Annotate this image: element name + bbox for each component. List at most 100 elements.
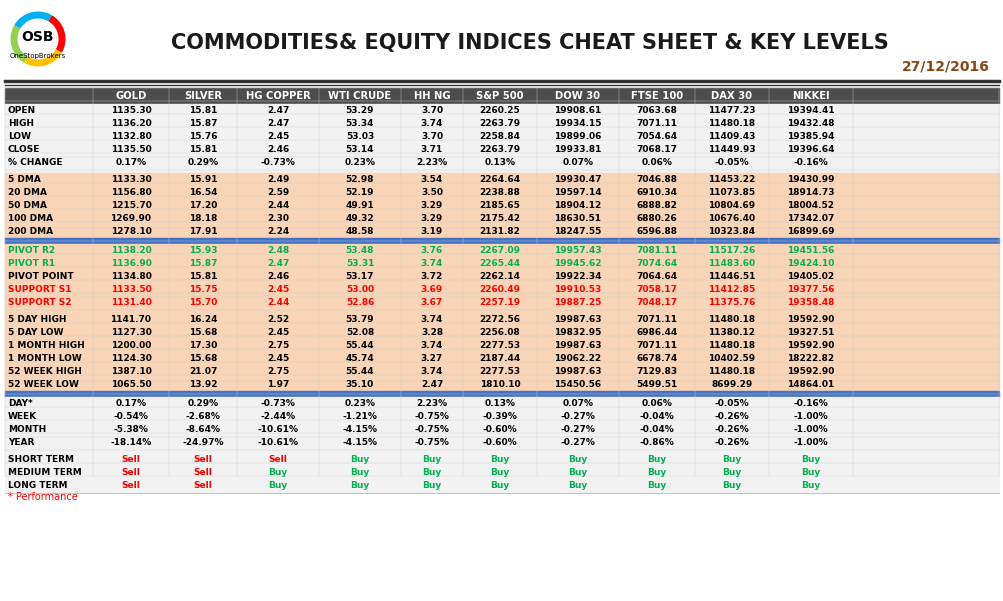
Text: 18247.55: 18247.55 <box>554 227 601 236</box>
Text: 3.72: 3.72 <box>420 272 442 281</box>
Text: 11453.22: 11453.22 <box>708 175 755 184</box>
Text: WTI CRUDE: WTI CRUDE <box>328 91 391 101</box>
Text: 17.20: 17.20 <box>189 201 217 210</box>
Text: Buy: Buy <box>568 481 587 490</box>
Text: -8.64%: -8.64% <box>186 425 221 434</box>
Text: 11380.12: 11380.12 <box>708 328 754 337</box>
Text: WEEK: WEEK <box>8 412 37 421</box>
Text: Sell: Sell <box>194 455 213 464</box>
Text: 18630.51: 18630.51 <box>554 214 601 223</box>
Text: 2.75: 2.75 <box>267 341 289 350</box>
Text: 2260.49: 2260.49 <box>479 285 520 294</box>
Text: COMMODITIES& EQUITY INDICES CHEAT SHEET & KEY LEVELS: COMMODITIES& EQUITY INDICES CHEAT SHEET … <box>171 33 888 53</box>
Text: 1132.80: 1132.80 <box>110 132 151 141</box>
Text: 11375.76: 11375.76 <box>707 298 755 307</box>
Text: 7071.11: 7071.11 <box>636 341 677 350</box>
Text: -0.26%: -0.26% <box>714 438 748 447</box>
Text: Buy: Buy <box>350 481 369 490</box>
Text: 2260.25: 2260.25 <box>479 106 520 115</box>
Text: Sell: Sell <box>194 468 213 477</box>
Text: 8699.29: 8699.29 <box>711 380 752 389</box>
Text: HG COPPER: HG COPPER <box>246 91 310 101</box>
Text: 1065.50: 1065.50 <box>110 380 151 389</box>
Text: 19424.10: 19424.10 <box>786 259 833 268</box>
Bar <box>5 88 998 104</box>
Text: 15.68: 15.68 <box>189 328 217 337</box>
Text: -0.75%: -0.75% <box>414 425 449 434</box>
Text: FTSE 100: FTSE 100 <box>630 91 682 101</box>
Text: 2267.09: 2267.09 <box>479 246 520 255</box>
Text: 6596.88: 6596.88 <box>636 227 677 236</box>
Text: 7058.17: 7058.17 <box>636 285 677 294</box>
Text: Buy: Buy <box>800 481 819 490</box>
Text: 2.47: 2.47 <box>267 106 289 115</box>
Text: 49.32: 49.32 <box>345 214 374 223</box>
Text: 52.98: 52.98 <box>345 175 374 184</box>
Text: Buy: Buy <box>721 455 741 464</box>
Text: 0.07%: 0.07% <box>562 158 593 167</box>
Text: -0.60%: -0.60% <box>482 438 517 447</box>
Text: 1 MONTH HIGH: 1 MONTH HIGH <box>8 341 84 350</box>
Text: 18914.73: 18914.73 <box>786 188 833 197</box>
Text: 2.47: 2.47 <box>267 119 289 128</box>
Text: 1810.10: 1810.10 <box>479 380 520 389</box>
Bar <box>5 453 998 466</box>
Text: % CHANGE: % CHANGE <box>8 158 62 167</box>
Text: 7071.11: 7071.11 <box>636 315 677 324</box>
Text: Buy: Buy <box>350 468 369 477</box>
Text: 19430.99: 19430.99 <box>786 175 833 184</box>
Text: 1135.50: 1135.50 <box>110 145 151 154</box>
Text: 100 DMA: 100 DMA <box>8 214 53 223</box>
Text: 2.45: 2.45 <box>267 285 289 294</box>
Bar <box>5 238 998 244</box>
Text: 19592.90: 19592.90 <box>786 315 833 324</box>
Bar <box>5 117 998 130</box>
Text: DAX 30: DAX 30 <box>711 91 752 101</box>
Text: -0.16%: -0.16% <box>792 158 827 167</box>
Text: -24.97%: -24.97% <box>183 438 224 447</box>
Text: 11480.18: 11480.18 <box>708 367 755 376</box>
Text: 2175.42: 2175.42 <box>479 214 520 223</box>
Text: NIKKEI: NIKKEI <box>791 91 829 101</box>
Text: -4.15%: -4.15% <box>342 438 377 447</box>
Text: 53.48: 53.48 <box>345 246 374 255</box>
Text: 11409.43: 11409.43 <box>707 132 755 141</box>
Text: 2238.88: 2238.88 <box>479 188 520 197</box>
Text: 2.45: 2.45 <box>267 328 289 337</box>
Text: 1133.30: 1133.30 <box>110 175 151 184</box>
Bar <box>5 391 998 397</box>
Text: -2.44%: -2.44% <box>260 412 295 421</box>
Text: Buy: Buy <box>647 455 666 464</box>
Text: 53.03: 53.03 <box>345 132 374 141</box>
Text: Buy: Buy <box>489 455 510 464</box>
Text: 10804.69: 10804.69 <box>708 201 755 210</box>
Text: -5.38%: -5.38% <box>113 425 148 434</box>
Text: 1138.20: 1138.20 <box>110 246 151 255</box>
Text: 2.59: 2.59 <box>267 188 289 197</box>
Text: 6986.44: 6986.44 <box>636 328 677 337</box>
Text: -0.04%: -0.04% <box>639 412 674 421</box>
Text: -0.04%: -0.04% <box>639 425 674 434</box>
Text: Sell: Sell <box>121 481 140 490</box>
Text: 3.29: 3.29 <box>420 214 442 223</box>
Text: LOW: LOW <box>8 132 31 141</box>
Text: 11480.18: 11480.18 <box>708 315 755 324</box>
Text: -0.39%: -0.39% <box>482 412 517 421</box>
Text: 2.47: 2.47 <box>267 259 289 268</box>
Text: PIVOT POINT: PIVOT POINT <box>8 272 73 281</box>
Text: 18222.82: 18222.82 <box>786 354 833 363</box>
Text: 11412.85: 11412.85 <box>708 285 755 294</box>
Text: 7071.11: 7071.11 <box>636 119 677 128</box>
Text: 0.17%: 0.17% <box>115 399 146 408</box>
Text: 11477.23: 11477.23 <box>707 106 755 115</box>
Text: 3.76: 3.76 <box>420 246 442 255</box>
Text: 5 DMA: 5 DMA <box>8 175 41 184</box>
Text: 1127.30: 1127.30 <box>110 328 151 337</box>
Text: 19987.63: 19987.63 <box>554 315 601 324</box>
Text: 16899.69: 16899.69 <box>786 227 833 236</box>
Text: 11446.51: 11446.51 <box>707 272 755 281</box>
Text: 19405.02: 19405.02 <box>786 272 833 281</box>
Text: Buy: Buy <box>800 455 819 464</box>
Text: 52.86: 52.86 <box>345 298 374 307</box>
Text: -10.61%: -10.61% <box>257 425 298 434</box>
